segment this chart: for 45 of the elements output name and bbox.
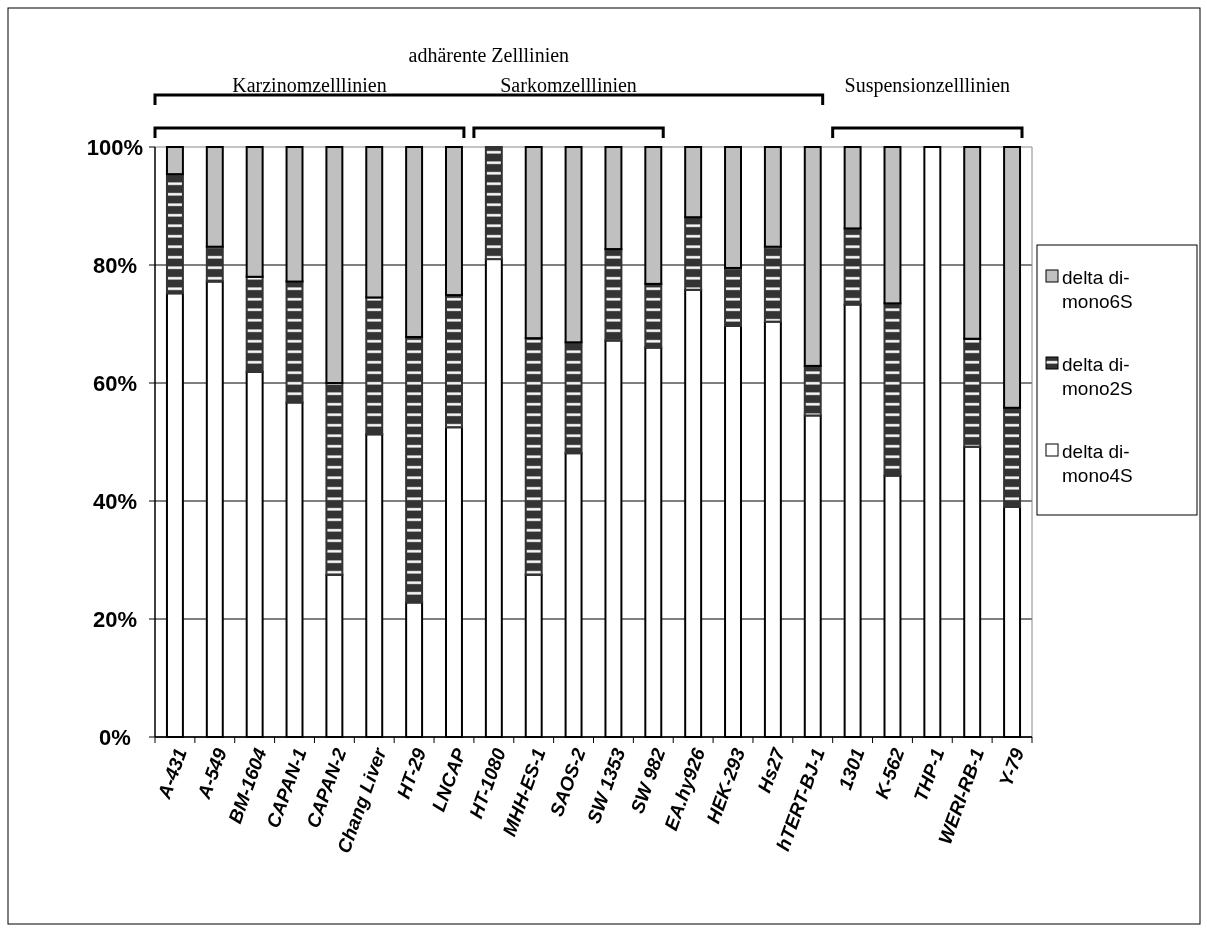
bar (285, 280, 304, 404)
bar (763, 146, 782, 248)
bar (405, 335, 424, 604)
text: Karzinomzelllinien (232, 74, 387, 96)
bar (325, 382, 344, 576)
bar (843, 227, 862, 306)
legend-label: delta di-mono2S (1062, 353, 1133, 400)
bar (165, 146, 184, 176)
bar (205, 146, 224, 248)
bar (604, 248, 623, 342)
bar (484, 146, 503, 261)
bar (365, 296, 384, 436)
bar (963, 337, 982, 448)
bar (684, 146, 703, 219)
bar (843, 146, 862, 230)
x-tick-label: K-562 (871, 745, 909, 802)
bar (724, 266, 742, 327)
bar (524, 337, 543, 576)
x-tick-label: A-549 (193, 745, 231, 803)
bar (205, 245, 224, 283)
bar (604, 146, 623, 251)
x-tick-label: A-431 (153, 745, 191, 803)
text: Suspensionzelllinien (844, 74, 1011, 97)
x-tick-label: Y-79 (995, 745, 1029, 790)
bar (165, 173, 184, 295)
legend-label: delta di-mono4S (1062, 440, 1133, 487)
bar (564, 341, 583, 455)
bar (644, 282, 663, 349)
y-tick-label: 40% (92, 488, 138, 514)
bar (883, 302, 902, 477)
bar (803, 364, 822, 417)
text: Sarkomzelllinien (500, 74, 637, 96)
y-tick-label: 80% (92, 252, 138, 278)
y-tick-label: 100% (86, 134, 144, 160)
bar (684, 216, 703, 291)
text: adhärente Zelllinien (408, 44, 570, 66)
bar (245, 275, 264, 373)
y-tick-label: 60% (92, 370, 138, 396)
bar (445, 294, 463, 429)
y-tick-label: 20% (92, 606, 138, 632)
legend-label: delta di-mono6S (1062, 266, 1133, 313)
bar (763, 245, 782, 323)
bar (1003, 406, 1022, 508)
x-tick-label: 1301 (834, 745, 869, 793)
y-tick-label: 0% (99, 724, 131, 750)
